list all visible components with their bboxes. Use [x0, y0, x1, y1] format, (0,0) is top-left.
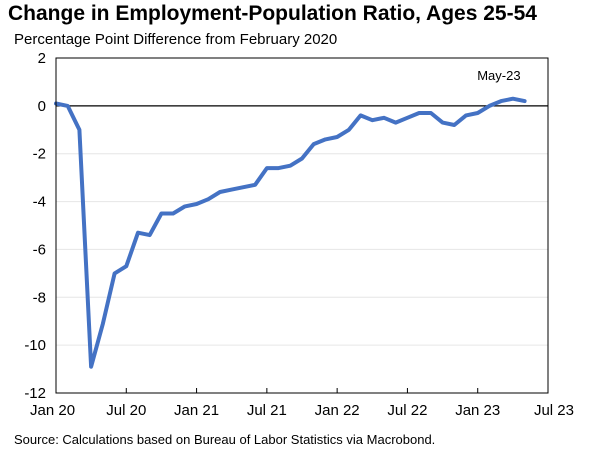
latest-date-annotation: May-23 — [477, 68, 520, 83]
y-tick-label: -4 — [33, 194, 46, 211]
x-tick-label: Jul 20 — [106, 402, 146, 419]
x-tick-label: Jul 23 — [534, 402, 574, 419]
y-tick-label: -6 — [33, 241, 46, 258]
y-tick-label: 0 — [38, 98, 46, 115]
x-axis-ticks: Jan 20 Jul 20 Jan 21 Jul 21 Jan 22 Jul 22 Jan … — [30, 388, 574, 419]
y-tick-label: -2 — [33, 146, 46, 163]
x-tick-label: Jan 21 — [174, 402, 219, 419]
chart-subtitle: Percentage Point Difference from Februar… — [14, 31, 338, 48]
gridlines — [56, 153, 548, 346]
source-note: Source: Calculations based on Bureau of … — [14, 432, 436, 447]
y-tick-label: -12 — [24, 385, 46, 402]
series-line — [54, 96, 527, 369]
y-tick-label: 2 — [38, 50, 46, 67]
chart-title: Change in Employment-Population Ratio, A… — [8, 2, 537, 25]
y-tick-label: -8 — [33, 289, 46, 306]
x-tick-label: Jan 22 — [315, 402, 360, 419]
y-axis-ticks: 2 0 -2 -4 -6 -8 -10 -12 — [24, 50, 46, 402]
x-tick-label: Jul 21 — [247, 402, 287, 419]
x-tick-label: Jan 23 — [455, 402, 500, 419]
y-tick-label: -10 — [24, 337, 46, 354]
plot-frame — [55, 57, 549, 394]
x-tick-label: Jan 20 — [30, 402, 75, 419]
x-tick-label: Jul 22 — [387, 402, 427, 419]
